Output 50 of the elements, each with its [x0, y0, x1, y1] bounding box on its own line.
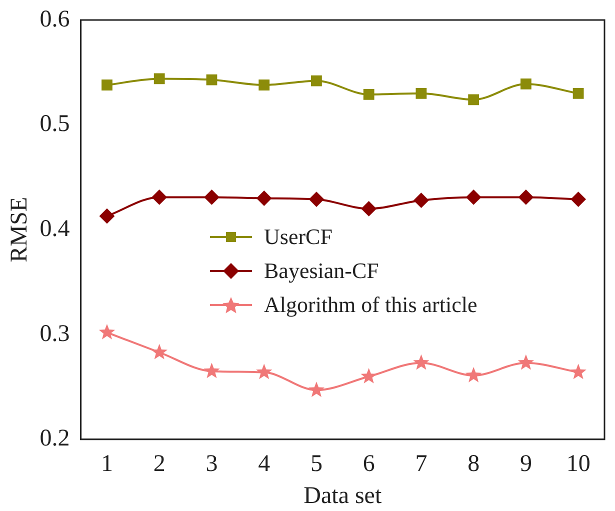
- x-tick-label: 8: [468, 451, 480, 478]
- point: [414, 192, 429, 208]
- point: [308, 382, 325, 397]
- point: [99, 208, 114, 224]
- x-tick-label: 2: [153, 451, 166, 478]
- y-axis-title: RMSE: [6, 197, 33, 262]
- y-tick-label: 0.2: [40, 426, 70, 452]
- point: [256, 364, 272, 380]
- legend-label: Bayesian-CF: [264, 257, 379, 285]
- x-tick-label: 5: [310, 451, 322, 478]
- point: [152, 190, 167, 205]
- point: [361, 201, 376, 216]
- point: [416, 88, 427, 99]
- point: [308, 192, 324, 207]
- x-tick-label: 3: [206, 451, 218, 478]
- point: [154, 73, 165, 84]
- point: [518, 190, 534, 205]
- x-tick-label: 7: [415, 451, 428, 478]
- point: [466, 190, 482, 205]
- x-tick-label: 6: [362, 451, 375, 478]
- point: [151, 344, 168, 360]
- legend-label: Algorithm of this article: [264, 291, 478, 319]
- point: [360, 368, 377, 384]
- point: [204, 362, 220, 378]
- point: [206, 74, 218, 86]
- x-axis-title: Data set: [304, 482, 382, 509]
- point: [465, 366, 482, 382]
- point: [468, 94, 480, 106]
- x-tick-label: 9: [520, 451, 532, 478]
- y-tick-label: 0.5: [40, 111, 70, 138]
- x-tick-label: 10: [566, 451, 590, 478]
- point: [98, 324, 116, 340]
- point: [518, 354, 534, 370]
- legend-label: UserCF: [264, 223, 332, 251]
- point: [520, 78, 532, 90]
- point: [102, 80, 112, 90]
- y-tick-label: 0.3: [40, 320, 70, 347]
- point: [363, 88, 374, 100]
- point: [413, 354, 430, 370]
- y-tick-label: 0.6: [40, 6, 70, 32]
- x-tick-label: 1: [100, 451, 113, 478]
- y-tick-label: 0.4: [40, 216, 70, 242]
- point: [258, 80, 270, 90]
- point: [572, 88, 584, 99]
- x-tick-label: 4: [258, 451, 270, 478]
- point: [570, 192, 586, 207]
- point: [570, 364, 586, 380]
- point: [204, 190, 220, 205]
- point: [311, 75, 322, 86]
- point: [256, 190, 272, 206]
